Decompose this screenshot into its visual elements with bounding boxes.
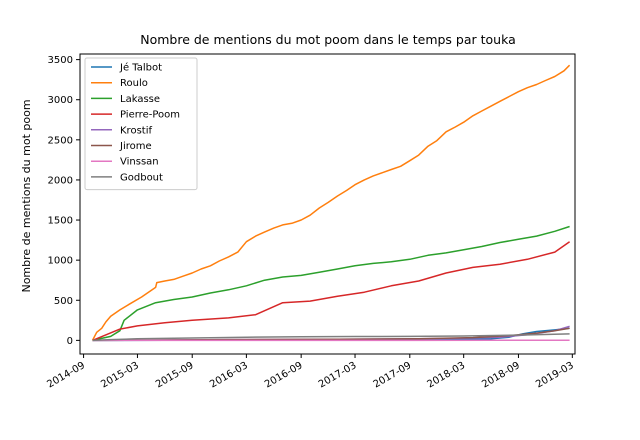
series-layer <box>91 64 571 342</box>
y-axis-ticks: 0 500 1000 1500 2000 2500 3000 3500 <box>48 55 80 347</box>
legend: Jé Talbot Roulo Lakasse Pierre-Poom Krostif J… <box>84 57 198 191</box>
y-tick-label-1: 500 <box>54 296 73 307</box>
y-tick-label-0: 0 <box>67 336 73 347</box>
legend-label-0: Jé Talbot <box>119 62 162 74</box>
legend-items: Jé Talbot Roulo Lakasse Pierre-Poom Krostif J… <box>91 62 180 183</box>
y-axis-label: Nombre de mentions du mot poom <box>20 99 33 292</box>
series-line-7 <box>92 333 570 342</box>
legend-label-2: Lakasse <box>120 94 160 105</box>
legend-label-1: Roulo <box>120 78 148 89</box>
legend-label-4: Krostif <box>120 125 152 136</box>
legend-label-6: Vinssan <box>120 157 159 168</box>
legend-label-5: Jirome <box>119 141 152 152</box>
legend-label-3: Pierre-Poom <box>120 110 180 121</box>
legend-label-7: Godbout <box>120 172 163 183</box>
series-line-3 <box>92 241 571 342</box>
y-tick-label-5: 2500 <box>48 135 73 146</box>
series-line-1 <box>91 64 571 341</box>
chart-title: Nombre de mentions du mot poom dans le t… <box>140 32 516 47</box>
y-tick-label-4: 2000 <box>48 175 73 186</box>
y-tick-label-6: 3000 <box>48 95 73 106</box>
axes-frame <box>79 53 576 355</box>
legend-box <box>84 57 198 191</box>
y-tick-label-7: 3500 <box>48 55 73 66</box>
series-line-2 <box>92 225 570 342</box>
y-tick-label-3: 1500 <box>48 216 73 227</box>
y-tick-label-2: 1000 <box>48 256 73 267</box>
